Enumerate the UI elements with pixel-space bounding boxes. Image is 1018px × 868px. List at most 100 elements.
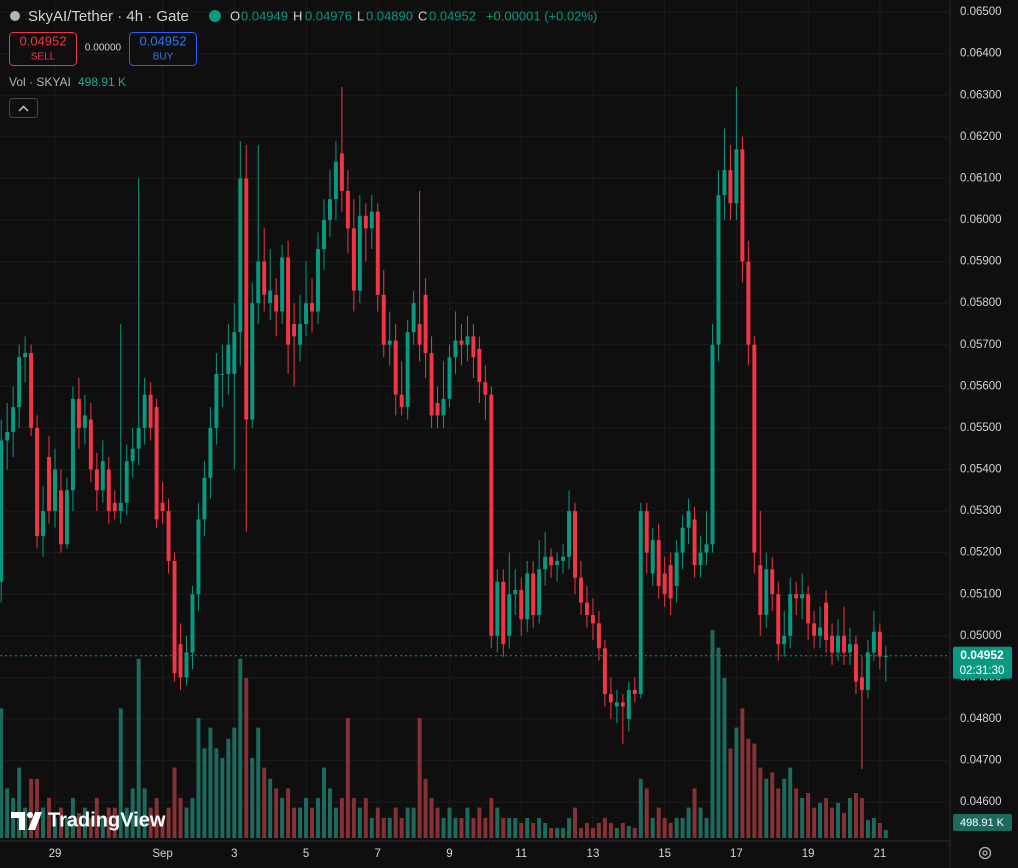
candle-body — [644, 511, 649, 553]
volume-bar — [573, 807, 577, 838]
candle-body — [100, 461, 105, 491]
volume-bar — [399, 818, 404, 838]
sell-price[interactable]: 0.04952 — [20, 33, 67, 48]
volume-bar — [208, 727, 213, 838]
collapse-frame[interactable] — [9, 98, 38, 118]
volume-bar — [584, 822, 589, 838]
ohlc-label: H — [293, 8, 302, 23]
candle-body — [614, 702, 619, 707]
candle-body — [877, 631, 882, 657]
volume-bar — [345, 718, 350, 838]
candle-body — [501, 581, 506, 645]
candle-body — [734, 149, 739, 204]
volume-bar — [441, 818, 446, 838]
candle-body — [196, 519, 201, 595]
volume-bar — [770, 772, 775, 838]
volume-bar — [142, 788, 147, 838]
candle-body — [764, 569, 769, 616]
buy-label[interactable]: BUY — [153, 52, 174, 63]
candle-body — [883, 655, 888, 658]
volume-bar — [692, 788, 697, 838]
y-tick-label: 0.05100 — [960, 588, 1002, 600]
candle-body — [136, 427, 141, 449]
candle-body — [76, 398, 81, 428]
volume-bar — [567, 818, 572, 838]
candle-body — [393, 340, 398, 395]
symbol-title[interactable]: SkyAI/Tether · 4h · Gate — [28, 8, 189, 25]
volume-bar — [29, 778, 34, 838]
volume-legend-label: Vol · SKYAI — [9, 75, 71, 89]
candle-body — [292, 323, 297, 337]
volume-bar — [614, 828, 619, 838]
candle-body — [794, 594, 799, 599]
volume-bar — [842, 813, 846, 838]
volume-bar — [447, 807, 452, 838]
sell-button[interactable]: 0.04952 SELL — [9, 32, 77, 66]
candle-body — [190, 594, 195, 653]
x-tick-label: 5 — [303, 848, 309, 860]
volume-bar — [638, 778, 643, 838]
volume-legend-value: 498.91 K — [78, 75, 126, 89]
volume-bar — [698, 807, 703, 838]
volume-bar — [662, 818, 667, 838]
candle-body — [525, 573, 530, 620]
candle-body — [818, 627, 823, 636]
volume-bar — [620, 822, 625, 838]
candle-body — [836, 635, 840, 653]
volume-bar — [250, 758, 255, 838]
volume-bar — [543, 822, 548, 838]
logo[interactable]: TradingView — [11, 809, 166, 831]
volume-bar — [64, 818, 69, 838]
candle-body — [369, 211, 374, 229]
candle-body — [280, 257, 285, 312]
y-tick-label: 0.04700 — [960, 755, 1002, 767]
x-tick-label: Sep — [152, 848, 172, 860]
volume-bar — [238, 658, 243, 838]
volume-bar — [184, 807, 189, 838]
candle-body — [590, 615, 595, 624]
candle-body — [543, 556, 548, 570]
settings-icon[interactable] — [978, 846, 992, 860]
settings-button[interactable] — [978, 846, 992, 860]
buy-price[interactable]: 0.04952 — [140, 33, 187, 48]
volume-bar — [734, 727, 739, 838]
candle-body — [148, 394, 153, 428]
candle-body — [47, 457, 51, 512]
volume-bar — [788, 767, 793, 838]
candle-body — [638, 511, 643, 695]
candle-body — [830, 635, 835, 653]
buy-button-frame[interactable] — [129, 32, 197, 66]
candle-body — [584, 602, 589, 616]
volume-bar — [674, 818, 679, 838]
volume-bar — [100, 818, 105, 838]
collapse-button[interactable] — [9, 98, 38, 118]
candle-body — [859, 677, 864, 690]
last-price-badge — [953, 646, 1012, 679]
market-status[interactable] — [209, 10, 221, 22]
sell-label[interactable]: SELL — [31, 52, 56, 63]
volume-bar — [148, 807, 153, 838]
volume-bar — [130, 788, 135, 838]
sell-button-frame[interactable] — [9, 32, 77, 66]
volume-bar — [656, 807, 661, 838]
ohlc-value: 0.04952 — [429, 8, 476, 23]
volume-bar — [465, 807, 470, 838]
candle-body — [184, 652, 189, 678]
volume-bar — [806, 793, 811, 838]
candle-body — [226, 344, 231, 374]
candle-body — [782, 635, 787, 645]
candle-body — [746, 261, 751, 345]
volume-badge — [953, 814, 1012, 832]
buy-button[interactable]: 0.04952 BUY — [129, 32, 197, 66]
logo-text[interactable]: TradingView — [48, 809, 166, 831]
volume-bar — [764, 778, 769, 838]
volume-bar — [106, 807, 111, 838]
volume-bar — [41, 807, 46, 838]
volume-bar — [800, 798, 805, 838]
volume-bar — [274, 788, 279, 838]
y-tick-label: 0.05800 — [960, 297, 1002, 309]
candle-body — [824, 602, 829, 640]
candle-body — [632, 689, 637, 695]
volume-bar — [393, 807, 398, 838]
volume-bar — [387, 818, 392, 838]
